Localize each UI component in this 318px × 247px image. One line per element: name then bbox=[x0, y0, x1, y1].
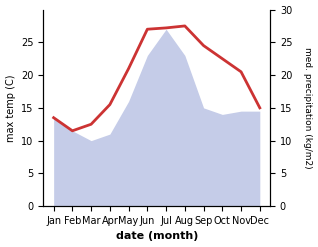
X-axis label: date (month): date (month) bbox=[115, 231, 198, 242]
Y-axis label: med. precipitation (kg/m2): med. precipitation (kg/m2) bbox=[303, 47, 313, 169]
Y-axis label: max temp (C): max temp (C) bbox=[5, 74, 16, 142]
